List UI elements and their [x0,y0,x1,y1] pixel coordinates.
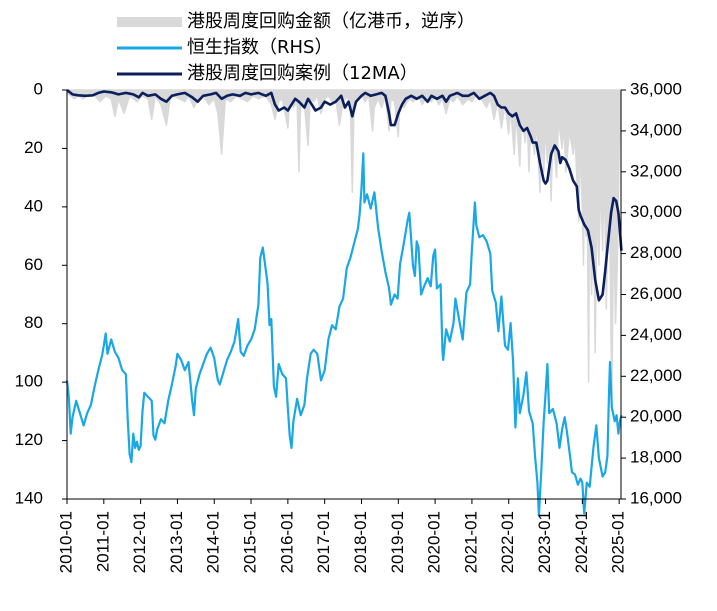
right-tick-label: 30,000 [630,202,682,221]
right-tick-label: 28,000 [630,243,682,262]
right-tick-label: 22,000 [630,366,682,385]
x-tick-label: 2015-01 [241,511,260,573]
left-tick-label: 0 [34,79,43,98]
right-tick-label: 24,000 [630,325,682,344]
x-tick-label: 2020-01 [425,511,444,573]
right-tick-label: 32,000 [630,161,682,180]
left-tick-label: 60 [24,255,43,274]
x-tick-label: 2016-01 [277,511,296,573]
x-tick-label: 2023-01 [535,511,554,573]
axes-layer: 0 20 40 60 80 100 120 140 16,000 18,000 20,000 22,0… [15,79,682,573]
x-tick-label: 2025-01 [609,511,628,573]
right-tick-label: 26,000 [630,284,682,303]
legend: 港股周度回购金额（亿港币，逆序） 恒生指数（RHS） 港股周度回购案例（12MA） [117,11,475,84]
right-tick-label: 34,000 [630,120,682,139]
x-tick-label: 2024-01 [572,511,591,573]
x-tick-label: 2021-01 [461,511,480,573]
left-tick-label: 140 [15,488,43,507]
left-tick-label: 80 [24,313,43,332]
x-tick-label: 2012-01 [130,511,149,573]
left-tick-label: 40 [24,196,43,215]
series-hsi-line [65,152,623,517]
x-tick-label: 2019-01 [388,511,407,573]
right-tick-label: 36,000 [630,79,682,98]
x-tick-label: 2014-01 [204,511,223,573]
legend-label-buyback-cases: 港股周度回购案例（12MA） [187,63,418,84]
left-tick-label: 100 [15,372,43,391]
left-tick-label: 20 [24,138,43,157]
x-tick-label: 2013-01 [167,511,186,573]
right-tick-label: 18,000 [630,448,682,467]
right-tick-label: 20,000 [630,407,682,426]
series-buyback-amount-area [66,89,622,413]
x-tick-label: 2018-01 [351,511,370,573]
series-layer [65,88,623,517]
left-tick-label: 120 [15,430,43,449]
legend-label-hsi: 恒生指数（RHS） [187,37,332,58]
legend-label-buyback-amount: 港股周度回购金额（亿港币，逆序） [187,11,475,32]
right-tick-label: 16,000 [630,488,682,507]
series-buyback-cases-line [66,88,623,302]
x-tick-label: 2022-01 [498,511,517,573]
x-tick-label: 2017-01 [314,511,333,573]
x-tick-label: 2010-01 [56,511,75,573]
x-tick-label: 2011-01 [93,511,112,572]
